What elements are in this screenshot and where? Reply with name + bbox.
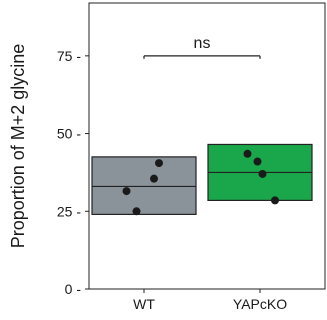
y-tick-label: 50 -: [57, 126, 81, 142]
x-axis: WT YAPcKO: [133, 289, 287, 312]
data-point: [271, 196, 279, 205]
data-point: [150, 174, 158, 183]
crossbar-box: [91, 156, 197, 215]
y-tick-label: 25 -: [57, 203, 81, 219]
significance-label: ns: [194, 35, 211, 52]
y-tick-label: 0 -: [65, 281, 82, 297]
groups-layer: [91, 143, 313, 216]
data-point: [243, 149, 252, 158]
x-tick-label: WT: [133, 296, 155, 312]
y-axis-title: Proportion of M+2 glycine: [8, 44, 28, 249]
y-axis: 0 - 25 - 50 - 75 -: [57, 48, 89, 297]
data-point: [258, 169, 267, 178]
panel-border: [88, 2, 326, 290]
x-tick-label: YAPcKO: [233, 296, 287, 312]
data-point: [253, 157, 262, 166]
significance-bracket: ns: [143, 35, 261, 59]
data-point: [155, 159, 163, 168]
data-point: [122, 187, 131, 196]
y-tick-label: 75 -: [57, 48, 81, 64]
data-point: [132, 207, 141, 216]
